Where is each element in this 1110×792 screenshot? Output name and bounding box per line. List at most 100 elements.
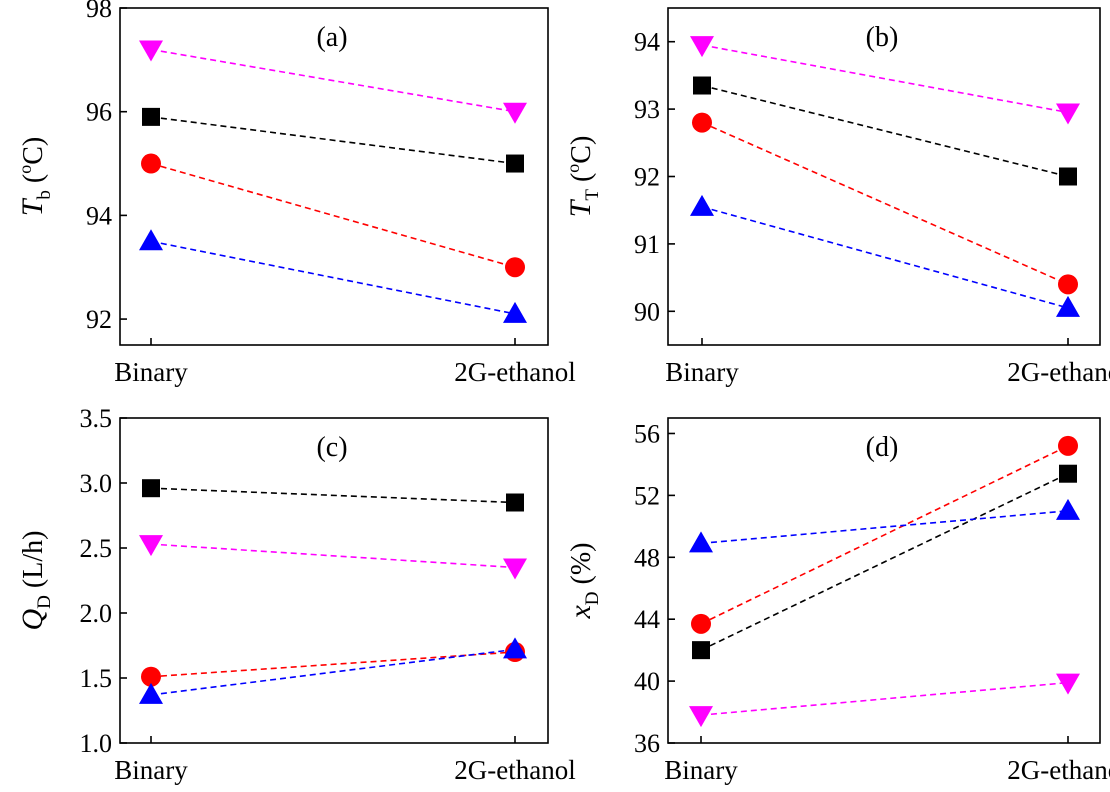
y-tick-label: 2.0 bbox=[80, 599, 113, 628]
x-tick-label: Binary bbox=[665, 357, 739, 387]
y-tick-label: 1.0 bbox=[80, 729, 113, 758]
y-tick-label: 56 bbox=[634, 419, 660, 448]
panel-title: (d) bbox=[866, 432, 899, 463]
data-point bbox=[693, 76, 711, 95]
y-tick-label: 1.5 bbox=[80, 664, 113, 693]
data-point bbox=[141, 153, 161, 174]
data-point bbox=[506, 154, 524, 173]
series-line bbox=[150, 651, 516, 678]
panel-d: 36 40 44 48 52 56 Binary 2G-ethanol (d) xD (%) bbox=[564, 417, 1110, 785]
data-point bbox=[1059, 167, 1077, 186]
series-line bbox=[700, 681, 1069, 716]
y-tick-label: 94 bbox=[634, 28, 660, 57]
y-tick-label: 92 bbox=[634, 163, 660, 192]
y-axis-label: Tb (oC) bbox=[15, 137, 55, 217]
series-line bbox=[150, 116, 516, 165]
y-axis-open: ( bbox=[18, 579, 49, 595]
panel-b: 90 91 92 93 94 Binary 2G-ethanol (b) TT (oC) bbox=[563, 7, 1110, 387]
y-axis-label: TT (oC) bbox=[563, 136, 603, 218]
y-tick-label: 96 bbox=[86, 98, 112, 127]
y-axis-unit: L/h) bbox=[18, 531, 49, 579]
y-axis-symbol: x bbox=[564, 605, 597, 620]
series-line bbox=[150, 648, 516, 696]
series-line bbox=[700, 445, 1069, 625]
y-tick-label: 44 bbox=[634, 605, 660, 634]
data-point bbox=[141, 666, 161, 687]
data-point bbox=[142, 479, 160, 498]
plot-frame bbox=[667, 7, 1101, 346]
y-tick-label: 3.5 bbox=[80, 404, 113, 433]
y-tick-label: 36 bbox=[634, 729, 660, 758]
data-point bbox=[503, 301, 527, 323]
y-axis-subscript: D bbox=[34, 595, 55, 609]
y-axis-subscript: D bbox=[582, 591, 603, 605]
data-point bbox=[692, 641, 710, 660]
data-point bbox=[139, 229, 163, 251]
series-line bbox=[700, 510, 1069, 545]
x-tick-label: Binary bbox=[664, 755, 738, 785]
series-line bbox=[150, 240, 516, 315]
data-point bbox=[692, 112, 712, 133]
series-line bbox=[701, 121, 1069, 286]
data-point bbox=[1056, 498, 1080, 520]
data-point bbox=[1056, 673, 1080, 695]
y-axis-degree: o bbox=[563, 164, 583, 173]
y-tick-label: 91 bbox=[634, 230, 660, 259]
y-tick-label: 2.5 bbox=[80, 534, 113, 563]
y-tick-label: 90 bbox=[634, 297, 660, 326]
y-tick-label: 3.0 bbox=[80, 469, 113, 498]
series-line bbox=[150, 543, 516, 569]
x-tick-label: Binary bbox=[114, 755, 188, 785]
y-axis-unit: C) bbox=[18, 137, 49, 165]
y-tick-label: 98 bbox=[86, 0, 112, 23]
data-point bbox=[1058, 435, 1078, 456]
panel-title: (c) bbox=[316, 432, 347, 463]
series-line bbox=[701, 206, 1069, 309]
data-point bbox=[689, 706, 713, 728]
x-tick-label: Binary bbox=[114, 357, 188, 387]
panel-title: (a) bbox=[316, 22, 347, 53]
y-axis-open: ( bbox=[18, 174, 49, 190]
data-point bbox=[505, 257, 525, 278]
y-axis-subscript: T bbox=[582, 189, 603, 201]
y-axis-subscript: b bbox=[34, 190, 55, 200]
y-tick-label: 92 bbox=[86, 305, 112, 334]
data-point bbox=[142, 107, 160, 126]
data-point bbox=[1056, 295, 1080, 317]
data-point bbox=[503, 637, 527, 659]
y-axis-unit: C) bbox=[566, 136, 597, 164]
panel-c: 1.0 1.5 2.0 2.5 3.0 3.5 Binary 2G-ethanol (c) QD … bbox=[16, 404, 576, 785]
series-line bbox=[150, 162, 516, 269]
plot-frame bbox=[119, 7, 549, 346]
y-tick-label: 40 bbox=[634, 667, 660, 696]
data-point bbox=[691, 613, 711, 634]
y-axis-open: ( bbox=[566, 575, 597, 591]
y-axis-label: QD (L/h) bbox=[16, 531, 55, 631]
x-tick-label: 2G-ethanol bbox=[454, 755, 575, 785]
y-axis-degree: o bbox=[15, 165, 35, 174]
y-tick-label: 94 bbox=[86, 201, 112, 230]
panel-title: (b) bbox=[866, 22, 899, 53]
y-axis-symbol: T bbox=[564, 198, 597, 217]
series-line bbox=[701, 44, 1069, 114]
y-axis-symbol: T bbox=[16, 197, 49, 216]
y-axis-symbol: Q bbox=[16, 608, 49, 630]
data-point bbox=[1056, 103, 1080, 125]
data-point bbox=[690, 36, 714, 58]
x-tick-label: 2G-ethanol bbox=[1007, 755, 1110, 785]
y-axis-open: ( bbox=[566, 173, 597, 189]
x-tick-label: 2G-ethanol bbox=[1007, 357, 1110, 387]
data-point bbox=[139, 535, 163, 557]
data-point bbox=[503, 102, 527, 124]
data-point bbox=[503, 558, 527, 580]
plot-frame bbox=[119, 417, 549, 744]
data-point bbox=[690, 194, 714, 216]
y-tick-label: 93 bbox=[634, 95, 660, 124]
panel-a: 92 94 96 98 Binary 2G-ethanol (a) Tb (oC) bbox=[15, 0, 576, 387]
series-line bbox=[701, 84, 1069, 178]
data-point bbox=[1059, 464, 1077, 483]
series-line bbox=[150, 48, 516, 113]
y-axis-label: xD (%) bbox=[564, 542, 603, 619]
